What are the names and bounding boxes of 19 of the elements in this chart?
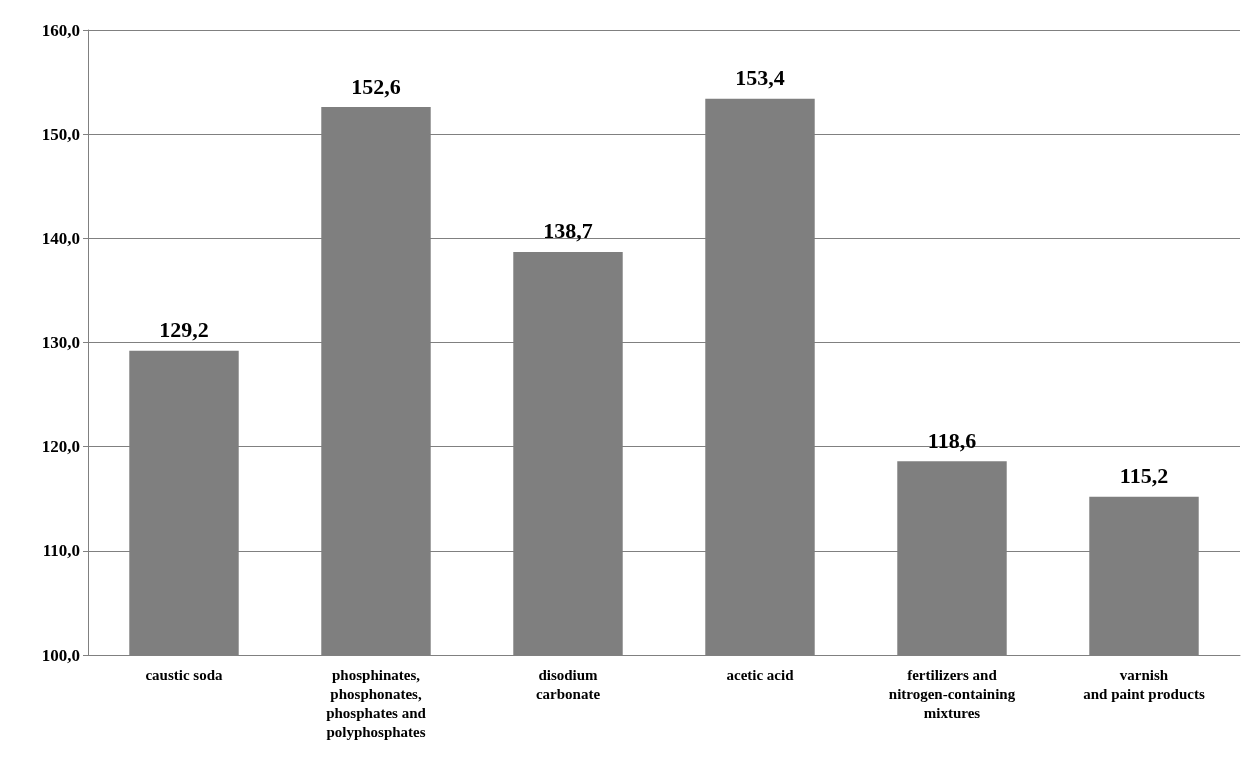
data-label: 129,2 (159, 317, 209, 343)
data-label: 138,7 (543, 218, 593, 244)
y-tick-label: 130,0 (41, 333, 80, 352)
x-tick-label: caustic soda (145, 666, 224, 683)
data-label: 118,6 (927, 427, 977, 453)
y-tick-label: 140,0 (41, 228, 80, 248)
y-tick-label: 100,0 (41, 645, 80, 665)
data-label: 115,2 (1119, 463, 1169, 489)
data-label: 153,4 (735, 65, 785, 91)
x-tick-label: varnish and paint products (1083, 666, 1205, 702)
y-tick-label: 150,0 (41, 124, 80, 144)
y-tick-label: 110,0 (42, 541, 80, 561)
y-tick-label: 160,0 (41, 20, 80, 40)
data-label: 152,6 (351, 73, 401, 99)
x-tick-label: phosphinates, phosphonates, phosphates and polyphosphates (326, 666, 427, 740)
y-tick-label: 120,0 (41, 437, 80, 457)
x-tick-label: disodium carbonate (535, 666, 601, 702)
x-tick-label: acetic acid (726, 666, 795, 683)
x-tick-label: fertilizers and nitrogen-containing mixtures (888, 666, 1016, 721)
